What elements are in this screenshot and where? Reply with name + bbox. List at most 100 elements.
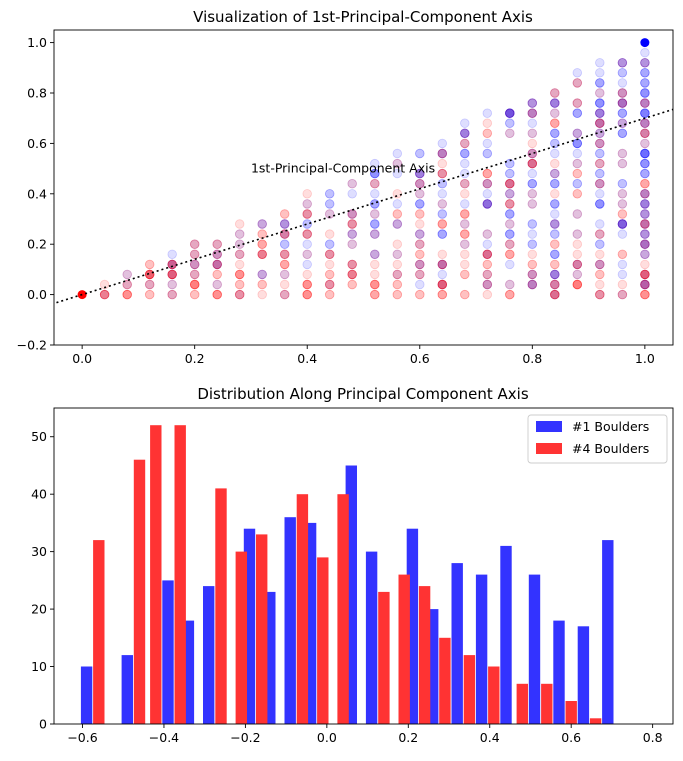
scatter-point <box>550 249 560 260</box>
scatter-point <box>595 289 605 300</box>
scatter-point <box>280 209 290 219</box>
scatter-point <box>437 148 448 159</box>
scatter-point <box>527 98 538 108</box>
scatter-point <box>550 229 560 239</box>
scatter-point <box>482 279 493 290</box>
scatter-point <box>302 279 312 290</box>
scatter-point <box>640 118 650 128</box>
scatter-point <box>302 249 312 260</box>
scatter-point <box>527 158 538 169</box>
scatter-point <box>460 178 470 189</box>
scatter-point <box>572 189 583 199</box>
scatter-point <box>415 229 425 239</box>
scatter-point <box>640 239 650 249</box>
scatter-point <box>460 138 470 149</box>
legend-label-series-2: #4 Boulders <box>572 441 649 456</box>
scatter-point <box>550 249 560 260</box>
scatter-point <box>189 259 200 270</box>
scatter-point <box>617 128 628 139</box>
scatter-point <box>527 249 538 260</box>
bar-series-1 <box>284 517 296 724</box>
scatter-point <box>550 289 560 300</box>
scatter-point <box>617 189 628 199</box>
scatter-point <box>640 229 650 239</box>
scatter-point <box>595 98 605 108</box>
scatter-point <box>482 128 493 139</box>
scatter-point <box>167 289 177 300</box>
scatter-point <box>640 219 650 229</box>
scatter-point <box>527 108 538 118</box>
scatter-point <box>482 189 493 199</box>
scatter-point <box>505 229 515 239</box>
scatter-point <box>280 289 290 300</box>
scatter-point <box>257 249 267 260</box>
scatter-point <box>572 269 583 280</box>
scatter-point <box>550 98 560 108</box>
scatter-point <box>482 199 493 209</box>
scatter-point <box>302 289 312 300</box>
scatter-point <box>347 269 357 280</box>
scatter-point <box>617 108 628 118</box>
scatter-point <box>595 108 605 118</box>
scatter-point <box>550 98 560 108</box>
scatter-point <box>595 199 605 209</box>
scatter-point <box>257 269 267 280</box>
scatter-point <box>527 128 538 139</box>
x-tick-label: 0.4 <box>297 351 317 366</box>
scatter-point <box>640 98 650 108</box>
scatter-point <box>505 178 515 189</box>
scatter-point <box>482 178 493 189</box>
scatter-point <box>572 249 583 260</box>
scatter-point <box>370 229 380 239</box>
bar-series-2 <box>488 666 500 724</box>
scatter-point <box>640 219 650 229</box>
scatter-point <box>550 269 560 280</box>
scatter-point <box>437 209 448 219</box>
scatter-point <box>415 279 425 290</box>
scatter-point <box>482 239 493 249</box>
scatter-point <box>482 178 493 189</box>
y-tick-label: 20 <box>31 602 47 617</box>
histogram-title: Distribution Along Principal Component A… <box>197 385 529 403</box>
scatter-point <box>550 108 560 118</box>
scatter-point <box>527 279 538 290</box>
scatter-point <box>167 269 177 280</box>
scatter-point <box>505 158 515 169</box>
scatter-point <box>505 259 515 270</box>
scatter-point <box>505 108 515 118</box>
scatter-point <box>347 178 357 189</box>
scatter-point <box>302 209 312 219</box>
scatter-point <box>482 199 493 209</box>
scatter-point <box>415 259 425 270</box>
scatter-point <box>234 249 245 260</box>
scatter-point <box>640 128 650 139</box>
scatter-point <box>505 229 515 239</box>
scatter-point <box>302 249 312 260</box>
scatter-point <box>392 249 403 260</box>
scatter-point <box>640 158 650 169</box>
scatter-point <box>640 128 650 139</box>
scatter-point <box>617 128 628 139</box>
scatter-point <box>122 279 132 290</box>
scatter-point <box>640 148 650 159</box>
scatter-point <box>325 229 335 239</box>
bar-series-2 <box>418 586 431 724</box>
scatter-point <box>572 128 583 139</box>
scatter-point <box>640 279 650 290</box>
scatter-point <box>550 158 560 169</box>
highlight-point <box>640 38 650 48</box>
scatter-point <box>595 259 605 270</box>
scatter-point <box>437 289 448 300</box>
scatter-point <box>415 168 425 179</box>
scatter-point <box>595 289 605 300</box>
scatter-point <box>460 128 470 139</box>
scatter-point <box>640 168 650 179</box>
scatter-point <box>189 239 200 249</box>
scatter-point <box>280 239 290 249</box>
scatter-point <box>640 269 650 280</box>
bar-series-1 <box>304 522 317 724</box>
scatter-point <box>640 269 650 280</box>
scatter-point <box>234 289 245 300</box>
scatter-point <box>595 78 605 88</box>
scatter-point <box>370 289 380 300</box>
